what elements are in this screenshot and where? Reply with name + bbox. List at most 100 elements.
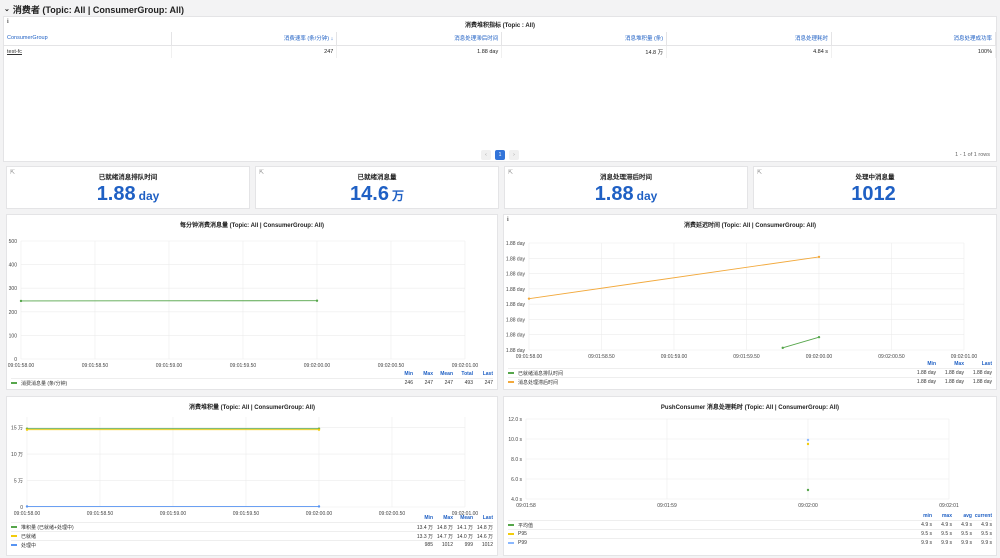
stat-title: 处理中消息量 (855, 174, 895, 181)
data-point (19, 299, 23, 303)
y-tick-label: 8.0 s (511, 457, 522, 463)
panel-title: 消费堆积量 (Topic: All | ConsumerGroup: All) (188, 405, 316, 411)
x-tick-label: 09:01:58.50 (82, 363, 109, 369)
chart-consume-rate: 0 100 200 300 400 500 09:01:58.00 09:01:58.50 09… (8, 239, 479, 369)
legend-item[interactable]: 消息处理滞后时间 1.88 day 1.88 day 1.88 day (508, 377, 992, 386)
stat-value: 1.88 day (594, 183, 658, 205)
link-icon[interactable]: ⇱ (10, 170, 16, 176)
prev-page-button[interactable]: ‹ (481, 150, 491, 160)
y-tick-label: 6.0 s (511, 477, 522, 483)
x-tick-label: 09:02:00.00 (806, 354, 833, 360)
y-tick-label: 500 (9, 239, 18, 245)
stat-value: 1.88 day (96, 183, 160, 205)
y-tick-label: 10 万 (11, 452, 23, 458)
panel-title: 消费堆积指标 (Topic : All) (465, 23, 535, 29)
col-header[interactable]: 消费速率 (条/分钟) ↓ (171, 32, 338, 46)
col-header[interactable]: 消息处理成功率 (831, 32, 996, 46)
x-tick-label: 09:01:59.00 (160, 511, 187, 517)
data-point (806, 442, 810, 446)
legend-item[interactable]: 已就绪 13.3 万 14.7 万 14.0 万 14.6 万 (11, 531, 493, 540)
legend-item[interactable]: 消费消息量 (条/分钟) 246 247 247 493 247 (11, 378, 493, 387)
stat-value: 1012 (851, 183, 896, 205)
sort-down-icon: ↓ (330, 36, 334, 43)
x-tick-label: 09:02:00.00 (304, 363, 331, 369)
legend: min max avg current 平均值 4.9 s 4.9 s 4.9 s 4.9 … (508, 512, 992, 547)
cell-lag: 1.88 day (336, 45, 503, 58)
x-tick-label: 09:02:01.00 (951, 354, 978, 360)
chart-push-duration: 4.0 s 6.0 s 8.0 s 10.0 s 12.0 s 09:01:58 09:01… (508, 417, 959, 509)
legend-item[interactable]: 已就绪消息排队时间 1.88 day 1.88 day 1.88 day (508, 368, 992, 377)
rows-info: 1 - 1 of 1 rows (955, 152, 990, 158)
table-header-row: ConsumerGroup 消费速率 (条/分钟) ↓ 消息处理滞后时间 消息堆… (4, 32, 996, 46)
data-point (317, 428, 321, 431)
info-icon[interactable]: i (507, 217, 509, 223)
y-tick-label: 4.0 s (511, 497, 522, 503)
data-point (527, 297, 531, 300)
col-header[interactable]: 消息堆积量 (条) (501, 32, 668, 46)
next-page-button[interactable]: › (509, 150, 519, 160)
y-tick-label: 1.88 day (506, 333, 526, 339)
legend-item[interactable]: 堆积量 (已就绪+处理中) 13.4 万 14.8 万 14.1 万 14.8 万 (11, 522, 493, 531)
legend-header: Min Max Mean Total Last (404, 371, 493, 377)
y-tick-label: 100 (9, 333, 18, 339)
data-point (25, 428, 29, 431)
x-tick-label: 09:01:59.00 (661, 354, 688, 360)
panel-title: 消费延迟时间 (Topic: All | ConsumerGroup: All) (683, 223, 817, 229)
consumer-table: ConsumerGroup 消费速率 (条/分钟) ↓ 消息处理滞后时间 消息堆… (4, 32, 996, 58)
y-tick-label: 10.0 s (508, 437, 522, 443)
x-tick-label: 09:01:59 (657, 503, 677, 509)
row-header[interactable]: ⌄ 消费者 (Topic: All | ConsumerGroup: All) (4, 2, 184, 16)
table-row: test-fc 247 1.88 day 14.8 万 4.84 s 100% (4, 45, 996, 58)
legend: Min Max Mean Total Last 消费消息量 (条/分钟) 246 247 2… (11, 370, 493, 387)
x-tick-label: 09:01:59.50 (230, 363, 257, 369)
stat-value: 14.6 万 (350, 183, 404, 205)
legend-item[interactable]: 平均值 4.9 s 4.9 s 4.9 s 4.9 s (508, 520, 992, 529)
data-point (317, 505, 321, 508)
cell-consumer-group[interactable]: test-fc (4, 45, 173, 58)
y-tick-label: 1.88 day (506, 241, 526, 247)
chart-panel-backlog: 消费堆积量 (Topic: All | ConsumerGroup: All) … (6, 396, 498, 556)
cell-duration: 4.84 s (666, 45, 833, 58)
page-button[interactable]: 1 (495, 150, 505, 160)
link-icon[interactable]: ⇱ (508, 170, 514, 176)
link-icon[interactable]: ⇱ (259, 170, 265, 176)
cell-rate: 247 (171, 45, 338, 58)
stat-title: 消息处理滞后时间 (600, 174, 652, 181)
x-tick-label: 09:02:00.50 (379, 511, 406, 517)
legend-item[interactable]: P99 9.9 s 9.9 s 9.9 s 9.9 s (508, 538, 992, 547)
x-tick-label: 09:02:01.00 (452, 511, 479, 517)
legend-item[interactable]: 处理中 985 1012 999 1012 (11, 540, 493, 549)
legend-header: min max avg current (923, 513, 992, 519)
table-panel: i 消费堆积指标 (Topic : All) ConsumerGroup 消费速… (3, 16, 997, 162)
y-tick-label: 1.88 day (506, 317, 526, 323)
x-tick-label: 09:01:58.00 (8, 363, 35, 369)
col-header[interactable]: ConsumerGroup (4, 32, 173, 46)
link-icon[interactable]: ⇱ (757, 170, 763, 176)
chevron-down-icon: ⌄ (4, 6, 10, 13)
data-point (806, 488, 810, 492)
x-tick-label: 09:02:01.00 (452, 363, 479, 369)
x-tick-label: 09:02:01 (939, 503, 959, 509)
info-icon[interactable]: i (7, 19, 9, 25)
panel-title: PushConsumer 消息处理耗时 (Topic: All | Consum… (660, 405, 840, 411)
chart-panel-latency: i 消费延迟时间 (Topic: All | ConsumerGroup: Al… (503, 214, 997, 390)
x-tick-label: 09:01:59.50 (733, 354, 760, 360)
data-point (806, 438, 810, 442)
x-tick-label: 09:01:58.00 (516, 354, 543, 360)
pagination: ‹ 1 › (481, 150, 519, 160)
cell-backlog: 14.8 万 (501, 45, 668, 58)
chart-panel-push-duration: PushConsumer 消息处理耗时 (Topic: All | Consum… (503, 396, 997, 556)
data-point (817, 255, 821, 259)
col-header[interactable]: 消息处理滞后时间 (336, 32, 503, 46)
y-tick-label: 1.88 day (506, 348, 526, 354)
x-tick-label: 09:02:00.00 (306, 511, 333, 517)
data-point (817, 335, 821, 339)
y-tick-label: 1.88 day (506, 287, 526, 293)
x-tick-label: 09:02:00.50 (378, 363, 405, 369)
legend-header: Min Max Mean Last (424, 515, 493, 521)
y-tick-label: 12.0 s (508, 417, 522, 423)
col-header[interactable]: 消息处理耗时 (666, 32, 833, 46)
legend-item[interactable]: P95 9.5 s 9.5 s 9.5 s 9.5 s (508, 529, 992, 538)
y-tick-label: 0 (14, 357, 17, 363)
panel-title: 每分钟消费消息量 (Topic: All | ConsumerGroup: Al… (179, 223, 325, 229)
